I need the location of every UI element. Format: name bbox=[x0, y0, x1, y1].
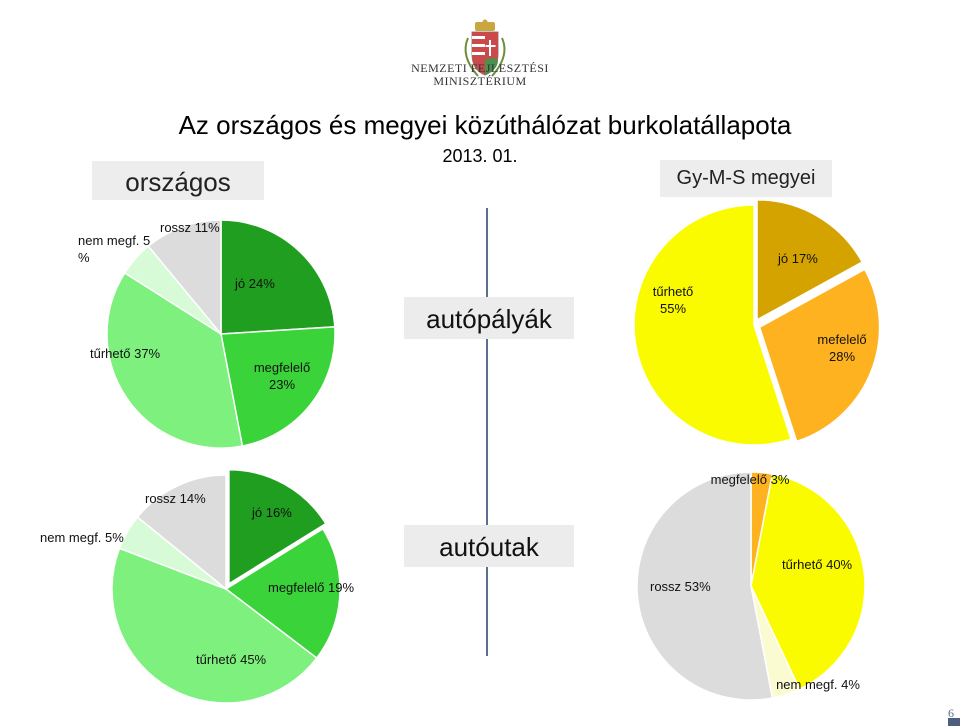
pie-chart-gyms-autoutak: megfelelő 3% tűrhető 40% nem megf. 4% rossz… bbox=[636, 471, 866, 701]
pie-slice-gyms-autopalyak-0 bbox=[756, 199, 864, 322]
slice-label-gyms-autoutak-1: tűrhető 40% bbox=[782, 557, 853, 572]
slice-label-orszagos-autopalyak-2: tűrhető 37% bbox=[90, 346, 161, 361]
slice-label-orszagos-autoutak-1: megfelelő 19% bbox=[268, 580, 354, 595]
slice-label-orszagos-autoutak-3: nem megf. 5% bbox=[40, 530, 124, 545]
slice-label-orszagos-autoutak-4: rossz 14% bbox=[145, 491, 206, 506]
pie-slice-orszagos-autopalyak-2 bbox=[106, 271, 244, 449]
slice-label-gyms-autopalyak-1: mefelelő 28% bbox=[817, 332, 866, 364]
slice-label-gyms-autopalyak-0: jó 17% bbox=[777, 251, 818, 266]
tab-gyms-megyei: Gy-M-S megyei bbox=[660, 160, 832, 197]
pie-slice-gyms-autopalyak-2 bbox=[633, 204, 793, 446]
slice-label-gyms-autoutak-3: rossz 53% bbox=[650, 579, 711, 594]
vertical-divider bbox=[486, 208, 488, 656]
ministry-name-line2: MINISZTÉRIUM bbox=[433, 74, 527, 88]
category-autoutak: autóutak bbox=[404, 525, 574, 567]
pie-slice-gyms-autoutak-1 bbox=[750, 473, 866, 691]
slice-label-gyms-autoutak-0: megfelelő 3% bbox=[711, 472, 790, 487]
page-number: 6 bbox=[948, 706, 954, 720]
pie-slice-gyms-autoutak-3 bbox=[636, 471, 774, 701]
pie-slice-orszagos-autopalyak-4 bbox=[147, 219, 222, 337]
tab-orszagos: országos bbox=[92, 161, 264, 200]
slice-label-orszagos-autopalyak-3: nem megf. 5% bbox=[78, 233, 150, 265]
pie-slice-orszagos-autopalyak-0 bbox=[220, 219, 336, 335]
pie-slice-orszagos-autoutak-4 bbox=[136, 474, 227, 591]
slice-label-gyms-autopalyak-2: tűrhető 55% bbox=[653, 284, 693, 316]
date-label: 2013. 01. bbox=[442, 146, 518, 166]
pie-slice-orszagos-autoutak-0 bbox=[228, 469, 327, 586]
pie-slice-orszagos-autoutak-1 bbox=[224, 527, 341, 660]
slice-label-gyms-autoutak-2: nem megf. 4% bbox=[776, 677, 860, 692]
pie-slice-orszagos-autoutak-2 bbox=[111, 547, 318, 704]
slice-label-orszagos-autoutak-0: jó 16% bbox=[251, 505, 292, 520]
category-autopalyak: autópályák bbox=[404, 297, 574, 339]
slice-label-orszagos-autopalyak-4: rossz 11% bbox=[160, 220, 220, 235]
pie-chart-orszagos-autoutak: jó 16% megfelelő 19% tűrhető 45% nem megf. … bbox=[40, 469, 354, 704]
pie-slice-orszagos-autopalyak-1 bbox=[220, 326, 336, 447]
slice-label-orszagos-autopalyak-1: megfelelő 23% bbox=[254, 360, 310, 392]
ministry-name: NEMZETI FEJLESZTÉSI MINISZTÉRIUM bbox=[400, 62, 560, 88]
pie-chart-orszagos-autopalyak: jó 24% megfelelő 23% tűrhető 37% nem megf. 5… bbox=[78, 219, 336, 449]
ministry-name-line1: NEMZETI FEJLESZTÉSI bbox=[411, 61, 549, 75]
slice-label-orszagos-autoutak-2: tűrhető 45% bbox=[196, 652, 267, 667]
pie-slice-gyms-autopalyak-1 bbox=[758, 268, 881, 443]
page-title: Az országos és megyei közúthálózat burko… bbox=[178, 110, 792, 140]
coat-of-arms-logo bbox=[464, 19, 506, 77]
corner-strip bbox=[948, 718, 960, 726]
slice-label-orszagos-autopalyak-0: jó 24% bbox=[234, 276, 275, 291]
pie-chart-gyms-autopalyak: jó 17% mefelelő 28% tűrhető 55% bbox=[633, 199, 881, 446]
